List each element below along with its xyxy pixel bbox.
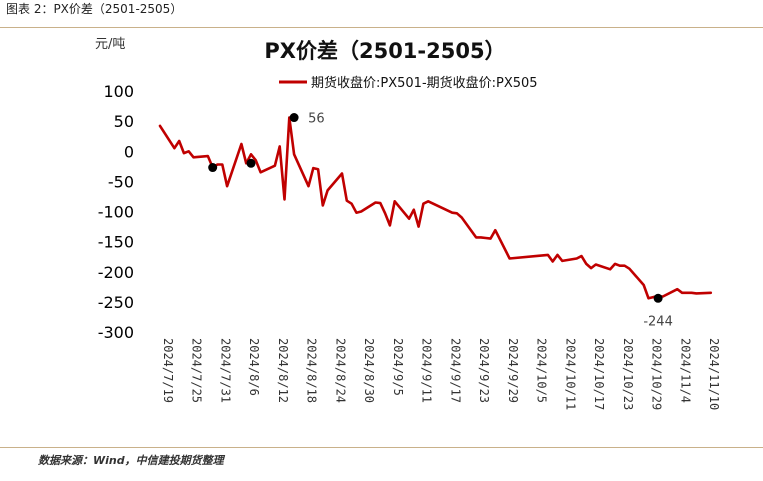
y-tick-label: 0 bbox=[124, 142, 134, 161]
data-label: -244 bbox=[643, 314, 673, 329]
x-tick-label: 2024/9/11 bbox=[420, 338, 434, 403]
source-note: 数据来源：Wind，中信建投期货整理 bbox=[38, 454, 224, 467]
data-point-marker bbox=[653, 293, 663, 303]
legend: 期货收盘价:PX501-期货收盘价:PX505 bbox=[279, 75, 538, 91]
x-tick-label: 2024/10/5 bbox=[535, 338, 549, 403]
x-tick-label: 2024/7/31 bbox=[218, 338, 232, 403]
y-tick-label: -50 bbox=[108, 172, 134, 191]
data-point-marker bbox=[246, 158, 256, 168]
x-tick-label: 2024/8/24 bbox=[333, 338, 347, 403]
x-tick-label: 2024/10/11 bbox=[563, 338, 577, 410]
y-tick-label: -250 bbox=[98, 293, 134, 312]
y-tick-label: -100 bbox=[98, 203, 134, 222]
x-tick-label: 2024/11/4 bbox=[678, 338, 692, 403]
x-tick-label: 2024/10/23 bbox=[621, 338, 635, 410]
data-point-marker bbox=[208, 163, 218, 173]
series-line bbox=[158, 116, 713, 300]
data-point-marker bbox=[289, 113, 299, 123]
figure-label: 图表 2：PX价差（2501-2505） bbox=[6, 2, 183, 16]
x-tick-label: 2024/7/25 bbox=[190, 338, 204, 403]
x-tick-label: 2024/7/19 bbox=[161, 338, 175, 403]
plot-area: 56 -244 bbox=[158, 112, 713, 329]
y-tick-label: -150 bbox=[98, 233, 134, 252]
x-tick-label: 2024/9/29 bbox=[506, 338, 520, 403]
y-axis: 100 50 0 -50 -100 -150 -200 -250 -300 bbox=[98, 82, 134, 342]
chart: 元/吨 PX价差（2501-2505） 期货收盘价:PX501-期货收盘价:PX… bbox=[95, 37, 721, 410]
x-tick-label: 2024/10/29 bbox=[650, 338, 664, 410]
x-tick-label: 2024/10/17 bbox=[592, 338, 606, 410]
data-label: 56 bbox=[308, 112, 325, 127]
y-tick-label: 50 bbox=[114, 112, 134, 131]
x-axis: 2024/7/19 2024/7/25 2024/7/31 2024/8/6 2024/… bbox=[161, 338, 721, 410]
x-tick-label: 2024/8/6 bbox=[247, 338, 261, 396]
y-axis-unit: 元/吨 bbox=[95, 37, 125, 52]
y-tick-label: -200 bbox=[98, 263, 134, 282]
x-tick-label: 2024/9/5 bbox=[391, 338, 405, 396]
x-tick-label: 2024/8/30 bbox=[362, 338, 376, 403]
x-tick-label: 2024/9/17 bbox=[448, 338, 462, 403]
bottom-divider bbox=[0, 447, 763, 448]
top-divider bbox=[0, 27, 763, 28]
x-tick-label: 2024/8/12 bbox=[276, 338, 290, 403]
x-tick-label: 2024/8/18 bbox=[305, 338, 319, 403]
legend-label: 期货收盘价:PX501-期货收盘价:PX505 bbox=[311, 75, 538, 91]
y-tick-label: 100 bbox=[103, 82, 134, 101]
x-tick-label: 2024/11/10 bbox=[707, 338, 721, 410]
x-tick-label: 2024/9/23 bbox=[477, 338, 491, 403]
chart-title: PX价差（2501-2505） bbox=[264, 39, 505, 63]
y-tick-label: -300 bbox=[98, 323, 134, 342]
